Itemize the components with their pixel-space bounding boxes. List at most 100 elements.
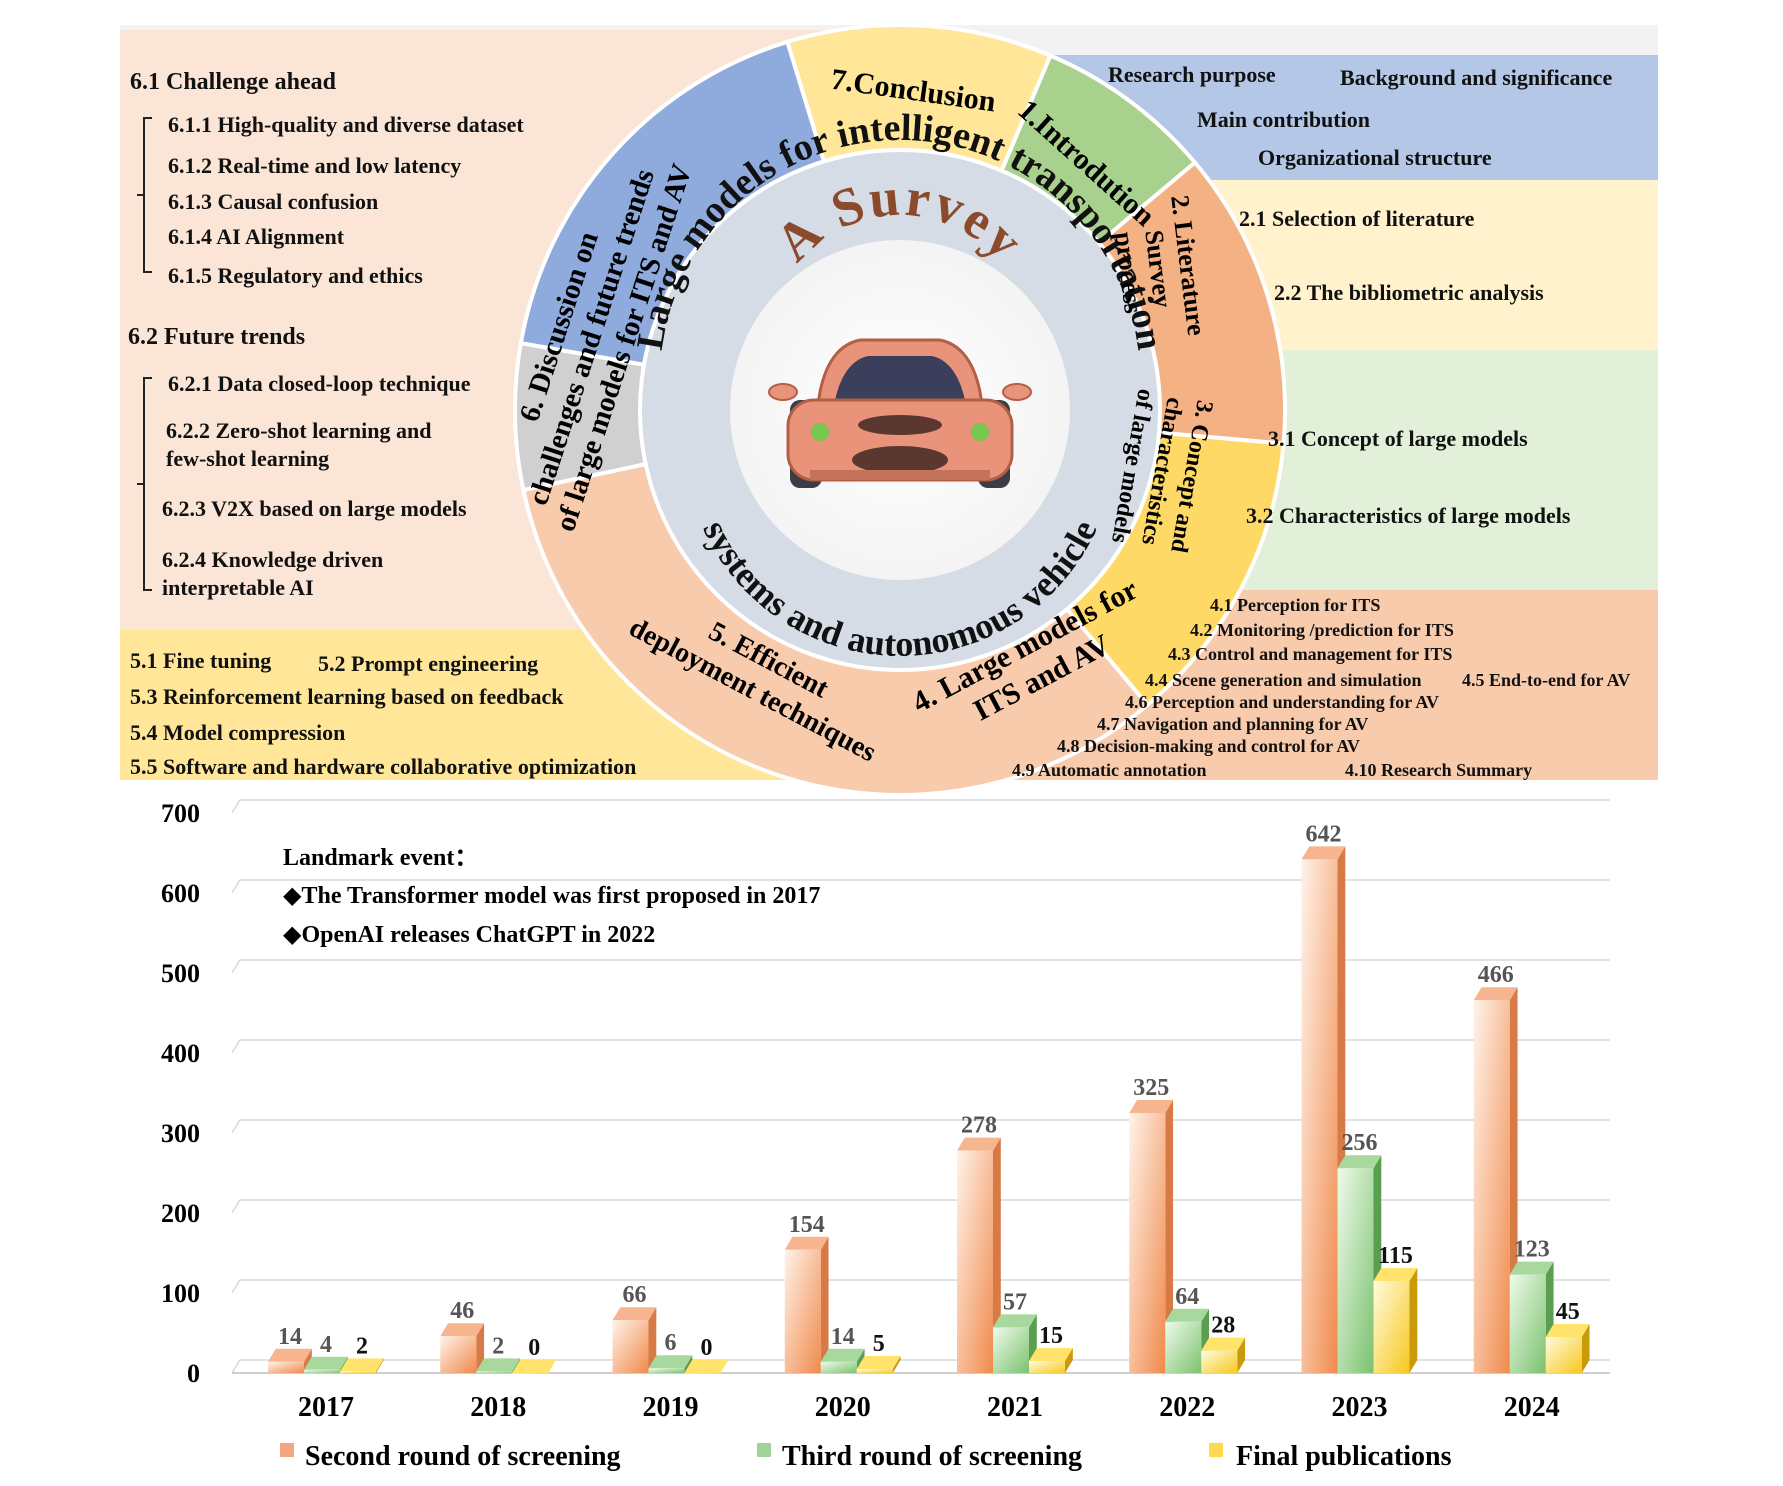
its-item: 4.2 Monitoring /prediction for ITS: [1190, 620, 1454, 640]
y-tick-label: 200: [161, 1199, 200, 1228]
deployment-item: 5.2 Prompt engineering: [318, 651, 538, 676]
concept-item: 3.1 Concept of large models: [1268, 426, 1528, 451]
data-label: 154: [789, 1212, 825, 1238]
legend-swatch-third: [757, 1443, 771, 1457]
data-label: 123: [1514, 1237, 1550, 1263]
x-tick-label: 2017: [298, 1392, 354, 1423]
annotation-line: ◆OpenAI releases ChatGPT in 2022: [283, 922, 655, 948]
intro-item: Main contribution: [1197, 107, 1370, 132]
trend-item: 6.2.3 V2X based on large models: [162, 496, 467, 521]
bar-second-2024: [1473, 987, 1518, 1373]
data-label: 46: [450, 1298, 474, 1324]
survey-infographic: Large models for intelligent transportat…: [120, 23, 1658, 797]
trend-item: few-shot learning: [166, 446, 329, 471]
its-item: 4.1 Perception for ITS: [1210, 595, 1380, 615]
annotation-line: ◆The Transformer model was first propose…: [283, 883, 820, 909]
y-tick-label: 600: [161, 879, 200, 908]
bar-third-2018: [476, 1358, 521, 1373]
data-label: 642: [1306, 821, 1342, 847]
x-tick-label: 2021: [987, 1392, 1043, 1423]
literature-item: 2.2 The bibliometric analysis: [1274, 280, 1544, 305]
bar-second-2022: [1129, 1100, 1174, 1373]
bar-final-2024: [1545, 1324, 1590, 1373]
bar-third-2022: [1165, 1308, 1210, 1373]
x-axis-ticks: 2017 2018 2019 2020 2021 2022 2023 2024: [298, 1392, 1560, 1423]
data-label: 2: [356, 1333, 368, 1359]
deployment-items: 5.1 Fine tuning 5.2 Prompt engineering 5…: [130, 648, 636, 779]
y-axis-ticks: 0 100 200 300 400 500 600 700: [161, 799, 200, 1388]
concept-item: 3.2 Characteristics of large models: [1246, 503, 1571, 528]
literature-items: 2.1 Selection of literature 2.2 The bibl…: [1239, 206, 1544, 305]
data-label: 57: [1003, 1289, 1027, 1315]
y-tick-label: 300: [161, 1119, 200, 1148]
bar-final-2020: [856, 1356, 901, 1373]
trend-item: 6.2.4 Knowledge driven: [162, 547, 383, 572]
bar-final-2021: [1029, 1348, 1073, 1373]
bar-second-2021: [957, 1137, 1001, 1373]
its-item: 4.9 Automatic annotation: [1012, 760, 1207, 780]
data-label: 115: [1378, 1243, 1413, 1269]
its-item: 4.10 Research Summary: [1345, 760, 1532, 780]
x-tick-label: 2024: [1504, 1392, 1560, 1423]
bar-final-2018: [512, 1360, 557, 1374]
trends-heading: 6.2 Future trends: [128, 324, 305, 350]
data-label: 278: [961, 1113, 997, 1139]
data-label: 15: [1039, 1323, 1063, 1349]
trend-item: interpretable AI: [162, 575, 314, 600]
deployment-item: 5.3 Reinforcement learning based on feed…: [130, 684, 564, 709]
legend-label-final: Final publications: [1236, 1441, 1452, 1472]
legend: Second round of screening Third round of…: [280, 1441, 1452, 1472]
intro-items: Research purpose Background and signific…: [1108, 62, 1612, 170]
x-tick-label: 2020: [815, 1392, 871, 1423]
concept-items: 3.1 Concept of large models 3.2 Characte…: [1246, 426, 1571, 528]
challenge-item: 6.1.1 High-quality and diverse dataset: [168, 112, 524, 137]
y-tick-label: 0: [187, 1359, 200, 1388]
its-items: 4.1 Perception for ITS 4.2 Monitoring /p…: [1012, 595, 1630, 780]
x-tick-label: 2023: [1332, 1392, 1388, 1423]
challenge-item: 6.1.3 Causal confusion: [168, 189, 378, 214]
data-label: 6: [665, 1330, 677, 1356]
challenge-heading: 6.1 Challenge ahead: [130, 69, 337, 95]
bar-second-2018: [440, 1323, 485, 1373]
its-item: 4.5 End-to-end for AV: [1462, 670, 1630, 690]
y-tick-label: 500: [161, 959, 200, 988]
bar-second-2020: [784, 1236, 829, 1373]
data-label: 4: [320, 1332, 332, 1358]
y-tick-label: 400: [161, 1039, 200, 1068]
deployment-item: 5.1 Fine tuning: [130, 648, 271, 673]
x-tick-label: 2018: [470, 1392, 526, 1423]
bar-final-2019: [684, 1360, 729, 1374]
bar-final-2022: [1201, 1337, 1246, 1373]
data-label: 45: [1556, 1299, 1580, 1325]
data-label: 325: [1133, 1075, 1169, 1101]
bar-second-2019: [612, 1307, 657, 1373]
deployment-item: 5.5 Software and hardware collaborative …: [130, 754, 636, 779]
x-tick-label: 2022: [1159, 1392, 1215, 1423]
literature-item: 2.1 Selection of literature: [1239, 206, 1475, 231]
y-tick-label: 700: [161, 799, 200, 828]
challenge-bracket: [137, 117, 152, 273]
legend-label-second: Second round of screening: [305, 1441, 621, 1472]
legend-label-third: Third round of screening: [782, 1441, 1082, 1472]
data-label: 28: [1211, 1313, 1235, 1339]
intro-item: Background and significance: [1340, 65, 1612, 90]
its-item: 4.3 Control and management for ITS: [1168, 644, 1452, 664]
data-label: 256: [1342, 1130, 1378, 1156]
deployment-item: 5.4 Model compression: [130, 720, 345, 745]
intro-item: Organizational structure: [1258, 145, 1492, 170]
data-label: 5: [873, 1331, 885, 1357]
challenge-item: 6.1.4 AI Alignment: [168, 224, 345, 249]
data-label: 2: [492, 1333, 504, 1359]
annotation-title: Landmark event：: [283, 845, 478, 871]
bar-final-2017: [340, 1358, 384, 1373]
discussion-items: 6.1 Challenge ahead 6.1.1 High-quality a…: [128, 69, 524, 600]
data-label: 14: [278, 1324, 302, 1350]
data-label: 0: [701, 1335, 713, 1361]
legend-swatch-final: [1209, 1443, 1223, 1457]
its-item: 4.6 Perception and understanding for AV: [1125, 692, 1439, 712]
bar-final-2023: [1373, 1268, 1418, 1373]
legend-swatch-second: [280, 1443, 294, 1457]
